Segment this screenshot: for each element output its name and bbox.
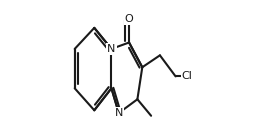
Text: N: N bbox=[107, 44, 116, 54]
Text: N: N bbox=[115, 108, 123, 118]
Text: O: O bbox=[125, 14, 133, 24]
Text: Cl: Cl bbox=[181, 71, 192, 81]
